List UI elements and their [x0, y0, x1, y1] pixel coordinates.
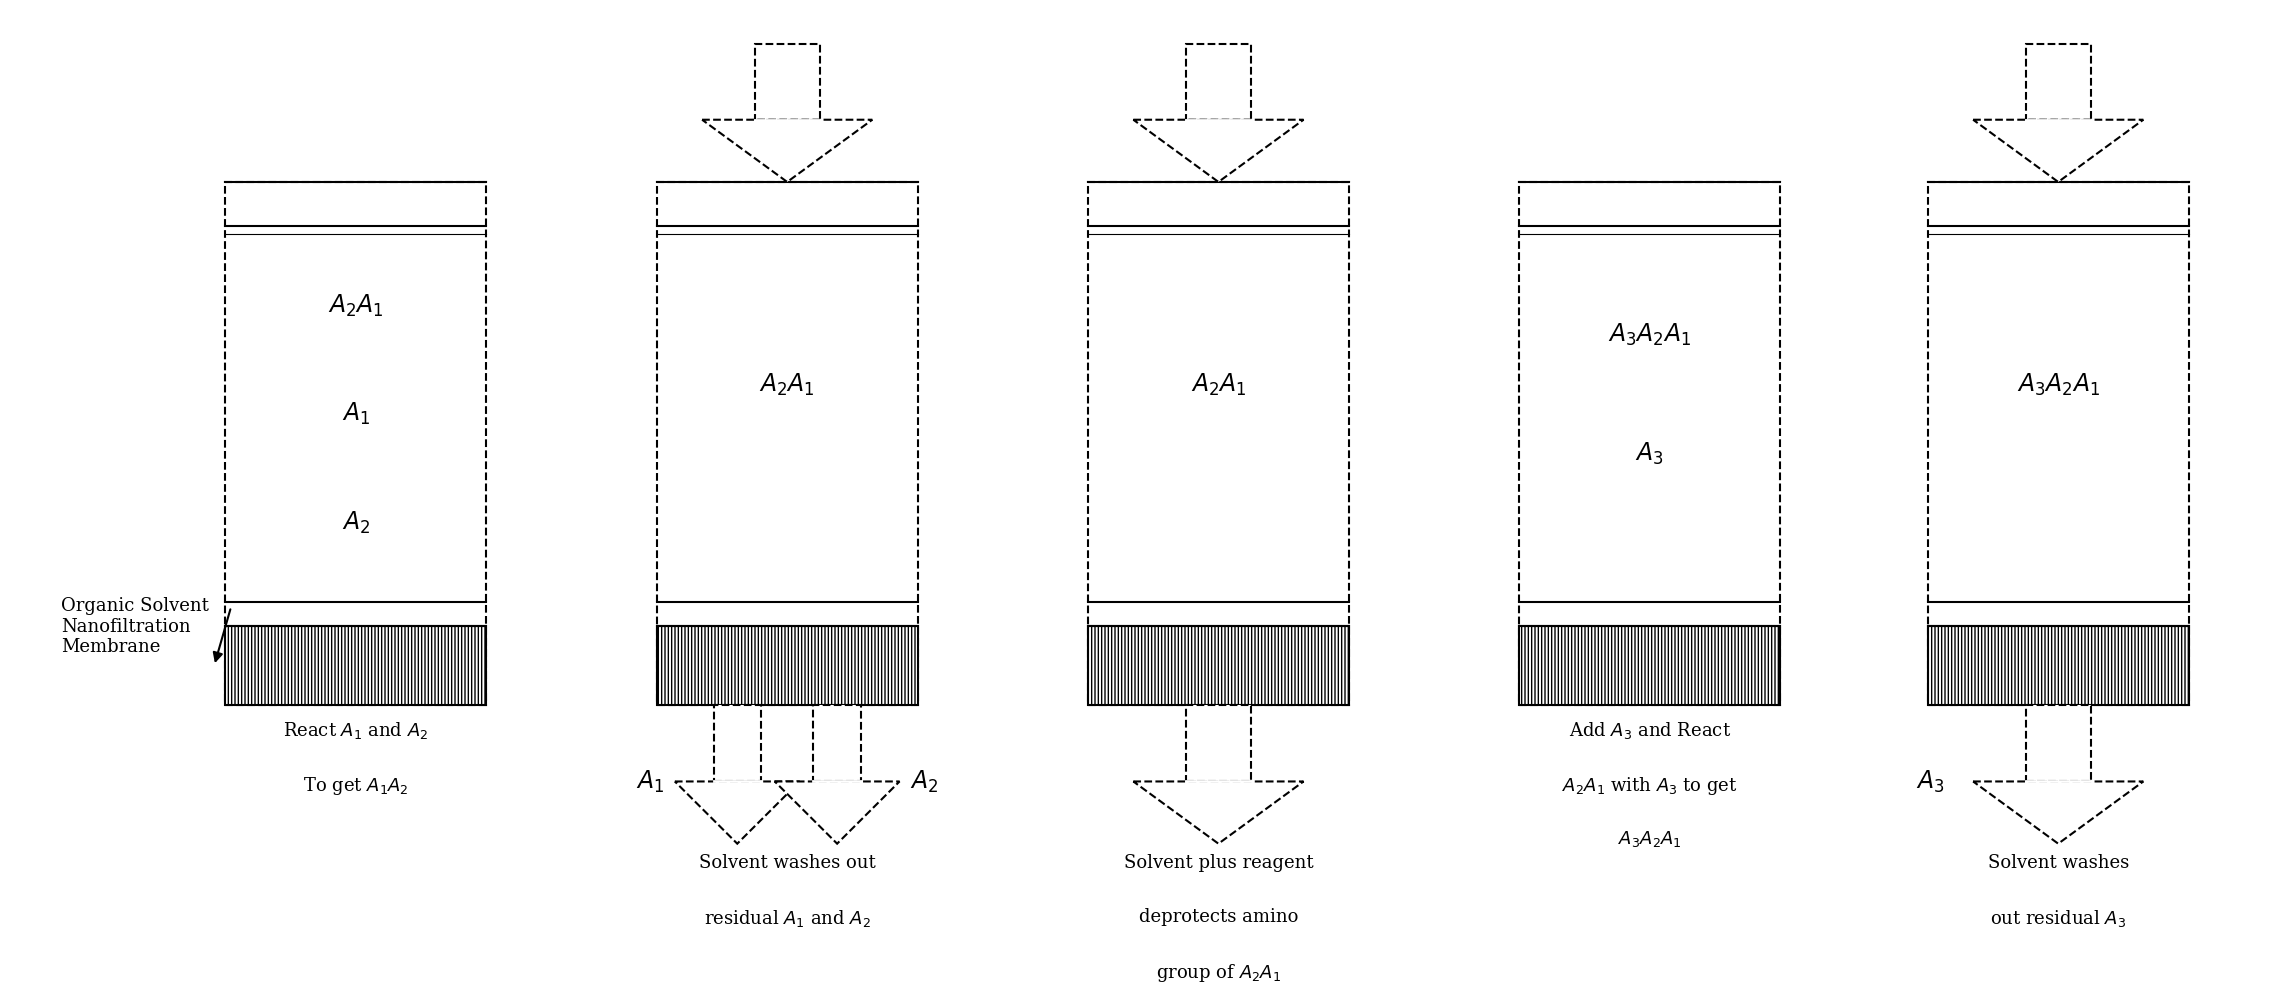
Text: Organic Solvent
Nanofiltration
Membrane: Organic Solvent Nanofiltration Membrane: [62, 597, 210, 656]
Text: Add $A_3$ and React: Add $A_3$ and React: [1570, 720, 1731, 741]
Polygon shape: [1134, 120, 1303, 182]
Polygon shape: [775, 782, 900, 844]
Text: React $A_1$ and $A_2$: React $A_1$ and $A_2$: [282, 720, 428, 741]
Bar: [1927, 626, 2189, 705]
Polygon shape: [674, 782, 800, 844]
Bar: [656, 626, 918, 705]
Text: $A_3$: $A_3$: [1916, 768, 1945, 795]
Text: deprotects amino: deprotects amino: [1139, 908, 1298, 926]
Bar: [1089, 626, 1349, 705]
Bar: [1519, 626, 1779, 705]
Bar: [813, 705, 861, 782]
Text: $A_3$: $A_3$: [1636, 440, 1663, 467]
Bar: [1187, 705, 1251, 782]
Bar: [2025, 44, 2091, 120]
Text: $A_2A_1$: $A_2A_1$: [1191, 372, 1246, 397]
Text: $A_2A_1$: $A_2A_1$: [328, 292, 383, 319]
Text: Solvent washes out: Solvent washes out: [699, 854, 875, 872]
Text: $A_1$: $A_1$: [636, 768, 665, 795]
Text: residual $A_1$ and $A_2$: residual $A_1$ and $A_2$: [704, 908, 870, 929]
Text: $A_3A_2A_1$: $A_3A_2A_1$: [1608, 322, 1690, 349]
Text: group of $A_2A_1$: group of $A_2A_1$: [1155, 962, 1280, 984]
Text: $A_2$: $A_2$: [911, 768, 939, 795]
Text: $A_2A_1$ with $A_3$ to get: $A_2A_1$ with $A_3$ to get: [1563, 775, 1738, 797]
Bar: [1089, 182, 1349, 705]
Text: out residual $A_3$: out residual $A_3$: [1991, 908, 2125, 929]
Bar: [226, 182, 487, 705]
Bar: [656, 182, 918, 705]
Polygon shape: [1973, 782, 2144, 844]
Text: $A_3A_2A_1$: $A_3A_2A_1$: [1617, 829, 1681, 849]
Bar: [1927, 182, 2189, 705]
Bar: [1519, 182, 1779, 705]
Text: Solvent washes: Solvent washes: [1989, 854, 2130, 872]
Bar: [713, 705, 761, 782]
Polygon shape: [1973, 120, 2144, 182]
Text: $A_2$: $A_2$: [342, 510, 369, 536]
Bar: [754, 44, 820, 120]
Text: $A_1$: $A_1$: [342, 401, 369, 427]
Bar: [1187, 44, 1251, 120]
Bar: [2025, 705, 2091, 782]
Text: To get $A_1A_2$: To get $A_1A_2$: [303, 775, 408, 797]
Polygon shape: [1134, 782, 1303, 844]
Text: $A_3A_2A_1$: $A_3A_2A_1$: [2016, 372, 2100, 397]
Text: Solvent plus reagent: Solvent plus reagent: [1123, 854, 1312, 872]
Text: $A_2A_1$: $A_2A_1$: [759, 372, 816, 397]
Bar: [226, 626, 487, 705]
Polygon shape: [702, 120, 872, 182]
